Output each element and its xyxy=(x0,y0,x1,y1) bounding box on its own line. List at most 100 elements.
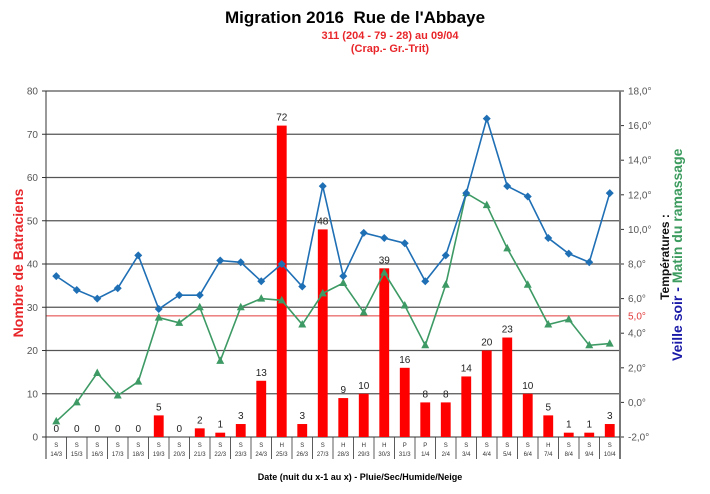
bar-value-label: 10 xyxy=(358,381,370,392)
weather-code: S xyxy=(567,443,571,449)
matin-marker xyxy=(175,318,184,326)
bar xyxy=(481,350,492,437)
bar-value-label: 48 xyxy=(317,216,329,227)
bar-value-label: 1 xyxy=(217,420,223,431)
bar xyxy=(358,393,369,437)
legend-veille-soir: Veille soir xyxy=(669,295,685,361)
category-date: 16/3 xyxy=(91,452,103,458)
category-date: 31/3 xyxy=(399,452,411,458)
x-axis-label: Date (nuit du x-1 au x) - Pluie/Sec/Humi… xyxy=(257,472,463,482)
bar xyxy=(604,424,615,437)
y-left-tick-label: 40 xyxy=(27,260,39,271)
category-date: 2/4 xyxy=(442,452,451,458)
weather-code: S xyxy=(300,443,304,449)
veille-soir-marker xyxy=(482,114,491,123)
bar xyxy=(584,432,595,437)
bar xyxy=(153,415,164,437)
bar-value-label: 5 xyxy=(545,402,551,413)
y-left-tick-label: 50 xyxy=(27,216,39,227)
category-date: 30/3 xyxy=(378,452,390,458)
veille-soir-marker xyxy=(318,182,327,191)
bar xyxy=(563,432,574,437)
matin-marker xyxy=(113,390,122,399)
category-date: 24/3 xyxy=(255,452,267,458)
veille-soir-marker xyxy=(605,189,614,198)
veille-soir-line xyxy=(55,115,611,311)
category-date: 27/3 xyxy=(317,452,329,458)
matin-marker xyxy=(544,320,553,328)
bar-value-label: 0 xyxy=(135,424,141,435)
weather-code: H xyxy=(382,443,386,449)
bar-value-label: 0 xyxy=(53,424,59,435)
y-right-tick-label: 14,0° xyxy=(628,156,651,167)
bar-value-label: 1 xyxy=(566,420,572,431)
y-right-tick-label: 18,0° xyxy=(628,87,651,98)
bar xyxy=(338,398,349,437)
category-date: 6/4 xyxy=(524,452,533,458)
y-right-tick-label: -2,0° xyxy=(628,433,649,444)
y-left-tick-label: 70 xyxy=(27,130,39,141)
bar-value-label: 2 xyxy=(197,415,203,426)
bar-value-label: 1 xyxy=(586,420,592,431)
weather-code: S xyxy=(239,443,243,449)
y-left-tick-label: 60 xyxy=(27,173,39,184)
matin-marker xyxy=(359,307,368,316)
y-left-tick-label: 10 xyxy=(27,389,39,400)
veille-soir-marker xyxy=(359,228,368,237)
weather-code: S xyxy=(75,443,79,449)
category-date: 20/3 xyxy=(173,452,185,458)
weather-code: S xyxy=(95,443,99,449)
y-axis-left-label: Nombre de Batraciens xyxy=(10,188,26,338)
matin-marker xyxy=(154,313,163,321)
weather-code: P xyxy=(403,443,407,449)
category-date: 4/4 xyxy=(483,452,492,458)
y-right-tick-label: 16,0° xyxy=(628,121,651,132)
matin-marker xyxy=(605,339,614,347)
bar-value-label: 3 xyxy=(607,411,613,422)
legend-matin: Matin du ramassage xyxy=(669,148,685,284)
bar xyxy=(276,125,287,437)
veille-soir-marker xyxy=(195,291,204,300)
veille-soir-marker xyxy=(503,182,512,191)
category-date: 5/4 xyxy=(503,452,512,458)
bar xyxy=(235,424,246,437)
weather-code: S xyxy=(321,443,325,449)
veille-soir-marker xyxy=(564,249,573,258)
veille-soir-marker xyxy=(441,251,450,260)
category-date: 9/4 xyxy=(585,452,594,458)
matin-marker xyxy=(195,302,204,311)
category-date: 8/4 xyxy=(565,452,574,458)
category-date: 10/4 xyxy=(604,452,616,458)
veille-soir-marker xyxy=(400,239,409,248)
matin-line xyxy=(55,191,610,423)
matin-marker xyxy=(441,280,450,288)
veille-soir-marker xyxy=(52,272,61,281)
category-date: 7/4 xyxy=(544,452,553,458)
matin-marker xyxy=(52,416,61,425)
veille-soir-marker xyxy=(544,234,553,243)
bar xyxy=(379,268,390,437)
veille-soir-marker xyxy=(421,277,430,286)
matin-marker xyxy=(134,377,143,385)
bar-value-label: 9 xyxy=(340,385,346,396)
category-date: 15/3 xyxy=(71,452,83,458)
y-left-tick-label: 30 xyxy=(27,303,39,314)
bar xyxy=(297,424,308,437)
bar-value-label: 5 xyxy=(156,402,162,413)
bar xyxy=(461,376,472,437)
y-left-tick-label: 20 xyxy=(27,346,39,357)
category-date: 29/3 xyxy=(358,452,370,458)
matin-marker xyxy=(400,301,409,309)
bar-value-label: 10 xyxy=(522,381,534,392)
bar xyxy=(215,432,226,437)
bar-value-label: 0 xyxy=(74,424,80,435)
weather-code: S xyxy=(464,443,468,449)
matin-marker xyxy=(380,268,389,276)
chart-title: Migration 2016 Rue de l'Abbaye xyxy=(224,8,486,27)
bar-value-label: 16 xyxy=(399,355,411,366)
bar-value-label: 3 xyxy=(238,411,244,422)
weather-code: S xyxy=(177,443,181,449)
bar xyxy=(502,337,513,437)
veille-soir-marker xyxy=(236,258,245,267)
